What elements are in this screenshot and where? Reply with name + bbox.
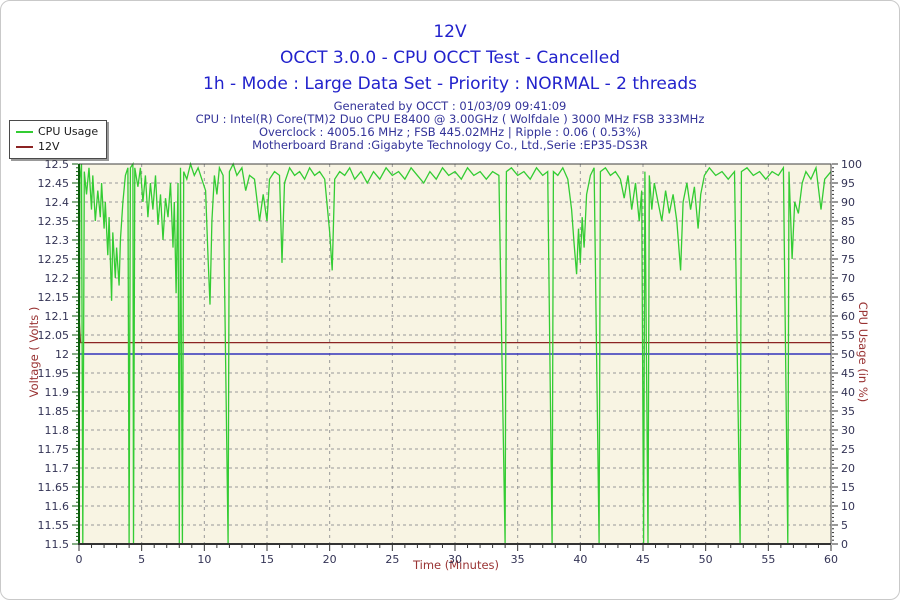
y-right-tick-label: 80 — [841, 234, 855, 247]
y-right-tick-label: 100 — [841, 158, 862, 171]
y-left-tick-label: 11.5 — [45, 538, 70, 551]
legend-item-cpu-usage: CPU Usage — [16, 124, 98, 139]
y-right-tick-label: 50 — [841, 348, 855, 361]
y-right-tick-label: 40 — [841, 386, 855, 399]
y-right-tick-label: 55 — [841, 329, 855, 342]
y-left-tick-label: 12.2 — [45, 272, 70, 285]
y-left-tick-label: 12.1 — [45, 310, 70, 323]
legend: CPU Usage 12V — [9, 120, 108, 159]
x-tick-label: 5 — [138, 553, 145, 566]
y-left-tick-label: 11.6 — [45, 500, 70, 513]
y-left-tick-label: 12.4 — [45, 196, 70, 209]
x-tick-label: 60 — [824, 553, 838, 566]
y-right-tick-label: 90 — [841, 196, 855, 209]
y-right-tick-label: 0 — [841, 538, 848, 551]
test-name-line: OCCT 3.0.0 - CPU OCCT Test - Cancelled — [280, 48, 620, 68]
legend-label-cpu-usage: CPU Usage — [38, 125, 99, 138]
y-left-tick-label: 12.15 — [38, 291, 70, 304]
x-tick-label: 55 — [761, 553, 775, 566]
y-right-tick-label: 60 — [841, 310, 855, 323]
x-tick-label: 0 — [76, 553, 83, 566]
x-tick-label: 30 — [448, 553, 462, 566]
y-right-tick-label: 10 — [841, 500, 855, 513]
y-right-tick-label: 95 — [841, 177, 855, 190]
y-left-tick-label: 11.65 — [38, 481, 70, 494]
y-right-tick-label: 70 — [841, 272, 855, 285]
series-cpu-usage — [78, 161, 832, 545]
system-info: Generated by OCCT : 01/03/09 09:41:09 CP… — [1, 100, 899, 152]
chart-title: 12V — [433, 22, 467, 42]
x-tick-label: 50 — [699, 553, 713, 566]
overclock-line: Overclock : 4005.16 MHz ; FSB 445.02MHz … — [258, 125, 642, 139]
cpu-line: CPU : Intel(R) Core(TM)2 Duo CPU E8400 @… — [195, 112, 705, 126]
y-right-tick-label: 85 — [841, 215, 855, 228]
motherboard-line: Motherboard Brand :Gigabyte Technology C… — [252, 138, 648, 152]
x-tick-label: 25 — [385, 553, 399, 566]
y-left-tick-label: 11.75 — [38, 443, 70, 456]
x-tick-label: 20 — [323, 553, 337, 566]
y-left-tick-label: 11.7 — [45, 462, 70, 475]
y-left-tick-label: 12 — [55, 348, 69, 361]
generated-line: Generated by OCCT : 01/03/09 09:41:09 — [333, 99, 567, 113]
legend-item-12v: 12V — [16, 139, 98, 154]
x-tick-label: 35 — [511, 553, 525, 566]
legend-label-12v: 12V — [38, 140, 60, 153]
y-left-tick-label: 12.25 — [38, 253, 70, 266]
y-right-tick-label: 25 — [841, 443, 855, 456]
y-right-tick-label: 5 — [841, 519, 848, 532]
x-tick-label: 10 — [197, 553, 211, 566]
x-tick-label: 45 — [636, 553, 650, 566]
y-left-tick-label: 11.9 — [45, 386, 70, 399]
cpu-usage-line-swatch — [16, 130, 33, 133]
y-left-tick-label: 12.5 — [45, 158, 70, 171]
header: 12V OCCT 3.0.0 - CPU OCCT Test - Cancell… — [1, 19, 899, 152]
y-right-tick-label: 35 — [841, 405, 855, 418]
y-right-tick-label: 45 — [841, 367, 855, 380]
y-right-tick-label: 65 — [841, 291, 855, 304]
y-left-tick-label: 12.45 — [38, 177, 70, 190]
x-axis-title-time: Time (Minutes) — [412, 558, 500, 572]
y-left-tick-label: 11.8 — [45, 424, 70, 437]
y-left-tick-label: 11.85 — [38, 405, 70, 418]
y-right-tick-label: 30 — [841, 424, 855, 437]
x-tick-label: 40 — [573, 553, 587, 566]
y-left-tick-label: 12.3 — [45, 234, 70, 247]
y-right-tick-label: 75 — [841, 253, 855, 266]
y-left-tick-label: 12.05 — [38, 329, 70, 342]
y-right-tick-label: 20 — [841, 462, 855, 475]
12v-line-swatch — [16, 145, 33, 148]
y-right-tick-label: 15 — [841, 481, 855, 494]
y-left-tick-label: 11.95 — [38, 367, 70, 380]
y-left-tick-label: 12.35 — [38, 215, 70, 228]
y-left-tick-label: 11.55 — [38, 519, 70, 532]
x-tick-label: 15 — [260, 553, 274, 566]
test-mode-line: 1h - Mode : Large Data Set - Priority : … — [203, 74, 697, 94]
